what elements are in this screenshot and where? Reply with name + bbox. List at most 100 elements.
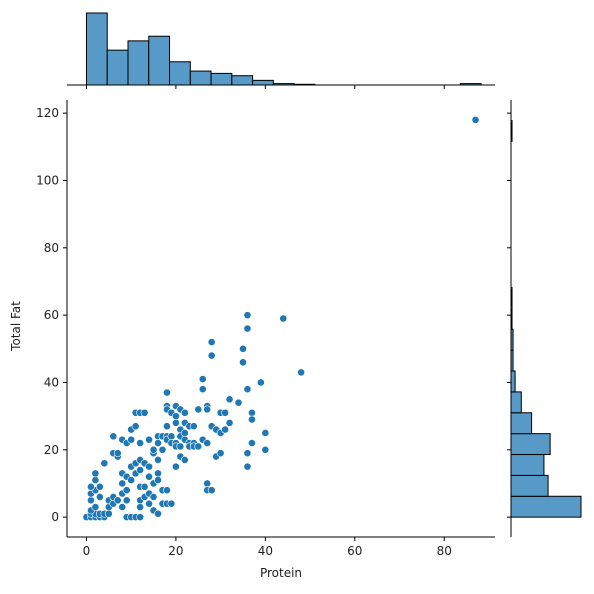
y-tick-label: 60 — [44, 308, 59, 322]
data-point — [136, 439, 145, 447]
data-point — [189, 422, 198, 431]
y-tick-label: 120 — [36, 106, 59, 120]
data-point — [140, 408, 149, 417]
data-point — [140, 482, 149, 491]
data-point — [163, 422, 171, 431]
data-point — [104, 509, 113, 518]
x-tick-label: 20 — [168, 544, 183, 558]
data-point — [91, 503, 100, 511]
data-point — [221, 408, 229, 417]
data-point — [131, 422, 140, 431]
data-point — [261, 445, 270, 454]
data-point — [198, 385, 207, 394]
data-point — [239, 344, 247, 353]
y-axis-label: Total Fat — [9, 301, 23, 352]
x-tick-label: 40 — [258, 544, 273, 558]
data-point — [113, 449, 122, 458]
data-point — [91, 476, 100, 485]
data-point — [127, 476, 136, 485]
data-point — [136, 466, 145, 474]
data-point — [127, 435, 136, 444]
data-point — [122, 496, 131, 505]
data-point — [172, 418, 180, 427]
y-tick-label: 40 — [44, 375, 59, 389]
data-point — [203, 479, 212, 488]
scatter-points — [82, 115, 480, 522]
data-point — [216, 449, 225, 458]
data-point — [87, 496, 95, 505]
y-tick-label: 100 — [36, 173, 59, 187]
x-hist-bar — [231, 75, 254, 86]
data-point — [109, 432, 118, 441]
data-point — [221, 425, 229, 434]
data-point — [91, 469, 100, 478]
right-histogram — [507, 100, 582, 537]
data-point — [118, 479, 127, 488]
data-point — [243, 311, 252, 320]
y-tick-label: 20 — [44, 443, 59, 457]
data-point — [203, 439, 212, 447]
data-point — [243, 324, 252, 333]
y-hist-bar — [510, 370, 516, 393]
x-hist-bar — [252, 79, 274, 86]
y-hist-bar — [510, 495, 582, 518]
data-point — [154, 439, 162, 447]
data-point — [239, 358, 247, 367]
data-point — [180, 408, 189, 417]
data-point — [145, 462, 153, 471]
data-point — [95, 482, 104, 491]
data-point — [167, 432, 176, 441]
data-point — [163, 486, 171, 495]
data-point — [248, 415, 256, 424]
data-point — [243, 385, 252, 394]
data-point — [225, 418, 234, 427]
data-point — [248, 439, 256, 447]
data-point — [154, 509, 162, 518]
data-point — [207, 338, 216, 346]
data-point — [158, 445, 167, 454]
data-point — [136, 503, 145, 511]
data-point — [203, 405, 212, 414]
x-hist-bar — [127, 40, 150, 86]
y-hist-bar — [510, 391, 522, 414]
data-point — [118, 503, 127, 511]
data-point — [198, 375, 207, 384]
x-tick-label: 0 — [83, 544, 91, 558]
data-point — [225, 395, 234, 404]
data-point — [176, 442, 185, 451]
data-point — [149, 493, 158, 501]
data-point — [261, 429, 270, 437]
data-point — [167, 499, 176, 508]
data-point — [180, 456, 189, 464]
data-point — [145, 499, 153, 508]
x-axis-label: Protein — [260, 566, 302, 580]
data-point — [234, 398, 243, 407]
data-point — [145, 472, 153, 481]
data-point — [297, 368, 306, 377]
data-point — [248, 408, 256, 417]
data-point — [471, 115, 480, 124]
x-hist-bar — [106, 49, 129, 86]
top-histogram — [67, 12, 495, 89]
y-tick-label: 80 — [44, 241, 59, 255]
data-point — [154, 469, 162, 478]
data-point — [172, 412, 180, 421]
data-point — [149, 445, 158, 454]
data-point — [95, 493, 104, 501]
data-point — [279, 314, 288, 323]
data-point — [256, 378, 265, 387]
data-point — [194, 405, 203, 414]
x-hist-bar — [148, 35, 171, 86]
data-point — [243, 462, 252, 471]
y-hist-bar — [510, 412, 533, 435]
data-point — [154, 476, 162, 485]
data-point — [100, 459, 109, 468]
data-point — [163, 388, 171, 397]
data-point — [207, 351, 216, 360]
y-tick-label: 0 — [51, 510, 59, 524]
data-point — [145, 435, 153, 444]
data-point — [207, 486, 216, 495]
data-point — [243, 449, 252, 458]
data-point — [154, 456, 162, 464]
